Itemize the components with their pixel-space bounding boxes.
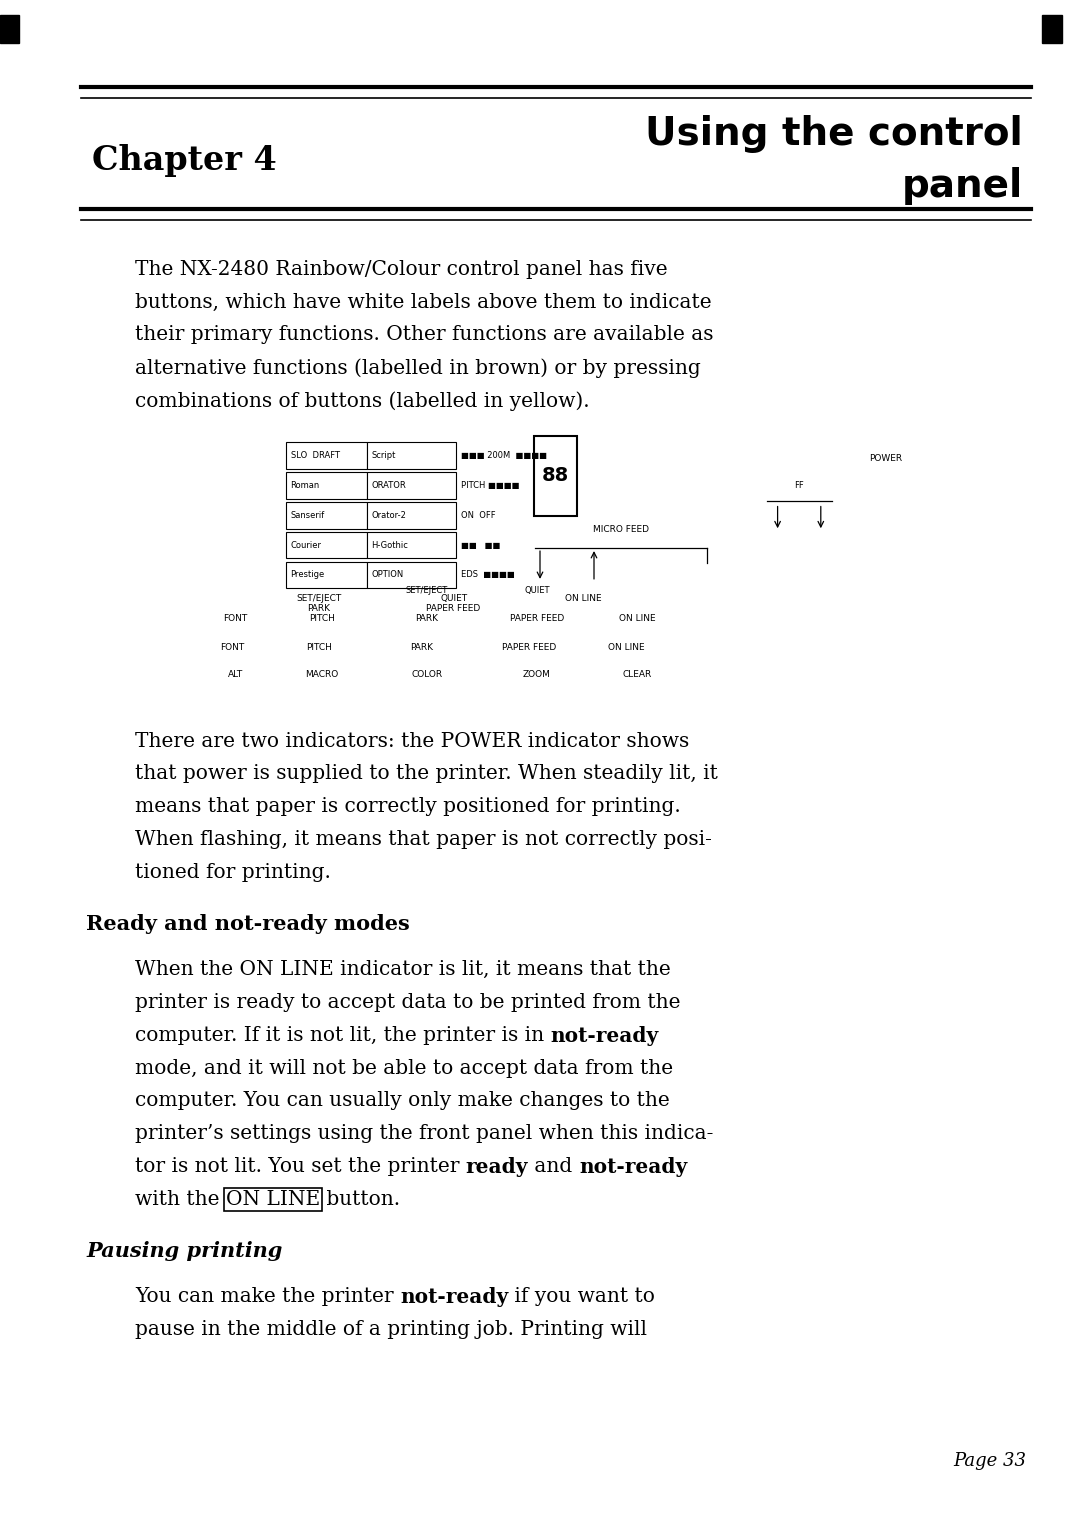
Text: their primary functions. Other functions are available as: their primary functions. Other functions… xyxy=(135,325,714,344)
Text: H-Gothic: H-Gothic xyxy=(372,541,408,550)
Text: MACRO: MACRO xyxy=(306,671,338,680)
Text: SET/EJECT: SET/EJECT xyxy=(405,587,448,596)
Text: button.: button. xyxy=(320,1190,401,1209)
Text: not-ready: not-ready xyxy=(400,1287,508,1306)
Text: You can make the printer: You can make the printer xyxy=(135,1287,400,1306)
Text: Chapter 4: Chapter 4 xyxy=(92,144,276,177)
Text: ready: ready xyxy=(465,1157,528,1177)
Text: not-ready: not-ready xyxy=(579,1157,687,1177)
Bar xyxy=(367,532,456,558)
Text: FONT: FONT xyxy=(224,614,247,623)
Bar xyxy=(367,442,456,469)
Text: COLOR: COLOR xyxy=(411,671,442,680)
Text: ON LINE: ON LINE xyxy=(608,643,645,652)
Bar xyxy=(286,472,367,498)
Text: CLEAR: CLEAR xyxy=(622,671,652,680)
Bar xyxy=(1042,15,1062,43)
Bar xyxy=(286,501,367,529)
Text: QUIET: QUIET xyxy=(524,587,550,596)
Text: ON LINE: ON LINE xyxy=(619,614,656,623)
Text: Page 33: Page 33 xyxy=(953,1452,1026,1470)
Text: computer. You can usually only make changes to the: computer. You can usually only make chan… xyxy=(135,1091,670,1111)
Text: Prestige: Prestige xyxy=(291,570,325,579)
Text: means that paper is correctly positioned for printing.: means that paper is correctly positioned… xyxy=(135,798,680,816)
Text: When the ON LINE indicator is lit, it means that the: When the ON LINE indicator is lit, it me… xyxy=(135,960,671,979)
Text: PITCH: PITCH xyxy=(309,614,335,623)
Text: The NX-2480 Rainbow/Colour control panel has five: The NX-2480 Rainbow/Colour control panel… xyxy=(135,260,667,278)
Text: printer is ready to accept data to be printed from the: printer is ready to accept data to be pr… xyxy=(135,993,680,1012)
Text: tor is not lit. You set the printer: tor is not lit. You set the printer xyxy=(135,1157,465,1177)
Text: panel: panel xyxy=(902,168,1023,205)
Text: combinations of buttons (labelled in yellow).: combinations of buttons (labelled in yel… xyxy=(135,391,590,411)
Text: When flashing, it means that paper is not correctly posi-: When flashing, it means that paper is no… xyxy=(135,830,712,850)
Bar xyxy=(286,442,367,469)
Text: SLO  DRAFT: SLO DRAFT xyxy=(291,451,339,460)
Text: QUIET
PAPER FEED: QUIET PAPER FEED xyxy=(427,594,481,613)
Text: Pausing printing: Pausing printing xyxy=(86,1241,283,1261)
Text: Ready and not-ready modes: Ready and not-ready modes xyxy=(86,914,410,934)
Text: if you want to: if you want to xyxy=(508,1287,654,1306)
Text: PITCH: PITCH xyxy=(306,643,332,652)
Text: computer. If it is not lit, the printer is in: computer. If it is not lit, the printer … xyxy=(135,1025,551,1045)
Text: PARK: PARK xyxy=(409,643,433,652)
Text: Orator-2: Orator-2 xyxy=(372,510,406,520)
Text: PAPER FEED: PAPER FEED xyxy=(502,643,556,652)
Text: PARK: PARK xyxy=(415,614,438,623)
Text: pause in the middle of a printing job. Printing will: pause in the middle of a printing job. P… xyxy=(135,1320,647,1339)
Text: FONT: FONT xyxy=(220,643,244,652)
Text: mode, and it will not be able to accept data from the: mode, and it will not be able to accept … xyxy=(135,1059,673,1077)
Bar xyxy=(367,472,456,498)
Text: Roman: Roman xyxy=(291,481,320,490)
Text: Using the control: Using the control xyxy=(645,116,1023,153)
Text: ZOOM: ZOOM xyxy=(523,671,551,680)
Text: Sanserif: Sanserif xyxy=(291,510,325,520)
Text: MICRO FEED: MICRO FEED xyxy=(593,526,649,535)
Bar xyxy=(534,435,577,515)
Text: ON LINE: ON LINE xyxy=(226,1190,320,1209)
Text: and: and xyxy=(528,1157,579,1177)
Bar xyxy=(367,501,456,529)
Text: EDS  ■■■■: EDS ■■■■ xyxy=(461,570,515,579)
Bar xyxy=(286,532,367,558)
Text: ON  OFF: ON OFF xyxy=(461,510,496,520)
Text: PITCH ■■■■: PITCH ■■■■ xyxy=(461,481,519,490)
Text: not-ready: not-ready xyxy=(551,1025,659,1045)
Text: 88: 88 xyxy=(541,466,569,486)
Text: FF: FF xyxy=(794,481,805,490)
Text: ON LINE: ON LINE xyxy=(565,594,602,604)
Text: ORATOR: ORATOR xyxy=(372,481,406,490)
Text: with the: with the xyxy=(135,1190,226,1209)
Text: POWER: POWER xyxy=(869,454,902,463)
Bar xyxy=(286,561,367,588)
Bar xyxy=(367,561,456,588)
Text: There are two indicators: the POWER indicator shows: There are two indicators: the POWER indi… xyxy=(135,732,689,750)
Text: tioned for printing.: tioned for printing. xyxy=(135,863,330,882)
Text: buttons, which have white labels above them to indicate: buttons, which have white labels above t… xyxy=(135,293,712,312)
Text: ■■■ 200M  ■■■■: ■■■ 200M ■■■■ xyxy=(461,451,548,460)
Text: PAPER FEED: PAPER FEED xyxy=(510,614,564,623)
Text: ALT: ALT xyxy=(228,671,243,680)
Text: that power is supplied to the printer. When steadily lit, it: that power is supplied to the printer. W… xyxy=(135,764,718,784)
Text: OPTION: OPTION xyxy=(372,570,404,579)
Text: Courier: Courier xyxy=(291,541,322,550)
Text: ■■   ■■: ■■ ■■ xyxy=(461,541,500,550)
Text: SET/EJECT
PARK: SET/EJECT PARK xyxy=(296,594,341,613)
Text: alternative functions (labelled in brown) or by pressing: alternative functions (labelled in brown… xyxy=(135,358,701,377)
Bar xyxy=(0,15,19,43)
Text: Script: Script xyxy=(372,451,396,460)
Text: printer’s settings using the front panel when this indica-: printer’s settings using the front panel… xyxy=(135,1125,714,1143)
